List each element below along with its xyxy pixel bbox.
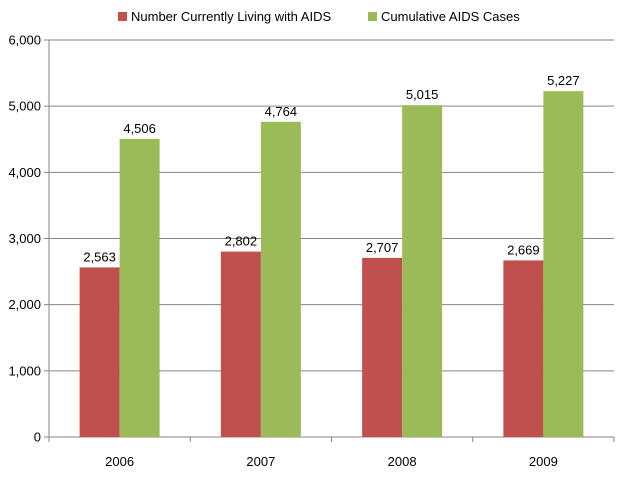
data-label: 2,707 (366, 240, 399, 255)
bar-living (503, 260, 544, 437)
y-tick-label: 5,000 (8, 99, 41, 114)
data-label: 2,563 (83, 249, 116, 264)
bar-living (220, 251, 261, 437)
legend-label-cumulative: Cumulative AIDS Cases (381, 9, 520, 24)
y-tick-label: 4,000 (8, 165, 41, 180)
legend: Number Currently Living with AIDS Cumula… (118, 9, 520, 24)
x-tick-label: 2006 (105, 454, 134, 469)
y-tick-label: 6,000 (8, 33, 41, 48)
data-label: 4,764 (265, 104, 298, 119)
x-tick-label: 2007 (246, 454, 275, 469)
legend-label-living: Number Currently Living with AIDS (131, 9, 331, 24)
bar-cumulative (402, 105, 443, 437)
bar-living (362, 257, 403, 437)
x-tick-labels: 2006 2007 2008 2009 (48, 437, 615, 469)
y-tick-label: 2,000 (8, 297, 41, 312)
y-tick-label: 0 (34, 430, 41, 445)
bar-cumulative (543, 91, 584, 437)
data-label: 4,506 (123, 121, 156, 136)
bars (79, 91, 584, 438)
data-label: 5,227 (547, 73, 580, 88)
y-tick-labels: 0 1,000 2,000 3,000 4,000 5,000 6,000 (8, 33, 41, 445)
x-tick-label: 2009 (529, 454, 558, 469)
bar-cumulative (119, 138, 160, 437)
data-labels: 2,563 4,506 2,802 4,764 2,707 5,015 2,669 5,227 (83, 73, 579, 264)
bar-cumulative (260, 121, 301, 438)
y-tick-label: 3,000 (8, 231, 41, 246)
legend-swatch-living (118, 12, 127, 21)
bar-living (79, 267, 120, 437)
legend-swatch-cumulative (368, 12, 377, 21)
y-tick-label: 1,000 (8, 363, 41, 378)
data-label: 2,669 (507, 242, 540, 257)
data-label: 2,802 (225, 234, 258, 249)
x-tick-label: 2008 (388, 454, 417, 469)
data-label: 5,015 (406, 87, 439, 102)
